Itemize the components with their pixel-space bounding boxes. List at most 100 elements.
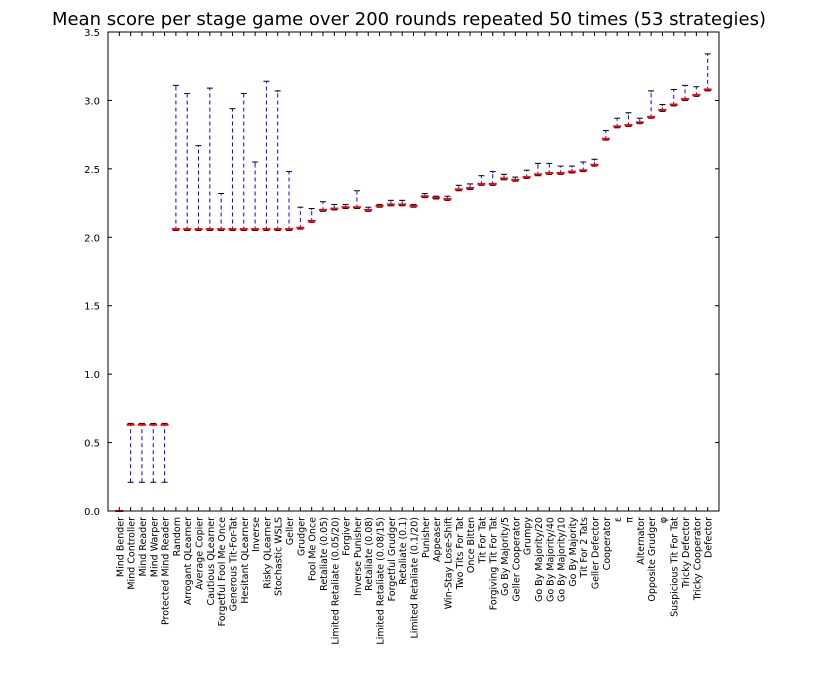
box-item — [590, 158, 599, 167]
box-item — [318, 201, 327, 212]
box-item — [262, 80, 271, 231]
box-item — [171, 84, 180, 231]
box-item — [251, 161, 260, 231]
x-tick-label: Win-Stay Lose-Shift — [443, 517, 454, 610]
x-tick-label: Grumpy — [523, 517, 534, 556]
box-item — [443, 195, 452, 201]
box-item — [194, 145, 203, 231]
box-item — [386, 199, 395, 207]
x-tick-label: Protected Mind Reader — [161, 517, 172, 625]
x-tick-label: Geller Cooperator — [511, 517, 522, 602]
box-item — [556, 165, 565, 175]
x-tick-label: Retaliate (0.05) — [319, 517, 330, 591]
x-tick-label: Forgiver — [342, 517, 353, 556]
box-item — [511, 176, 520, 182]
x-tick-label: Limited Retaliate (0.08/15) — [376, 517, 387, 645]
y-tick-label: 1.0 — [84, 370, 100, 381]
box-item — [579, 161, 588, 173]
box-item — [466, 183, 475, 190]
box-item — [341, 203, 350, 210]
x-tick-label: Random — [172, 517, 183, 556]
box-item — [500, 173, 509, 181]
x-tick-label: Appeaser — [432, 517, 443, 562]
x-tick-label: Arrogant QLearner — [183, 517, 194, 605]
x-tick-label: Inverse — [251, 517, 262, 552]
box-item — [364, 206, 373, 212]
box-item — [681, 84, 690, 101]
x-tick-label: Go By Majority/40 — [545, 517, 556, 602]
x-tick-label: Hesitant QLearner — [240, 517, 251, 604]
box-item — [217, 192, 226, 231]
box-item — [160, 422, 169, 483]
box-item — [330, 203, 339, 211]
box-item — [454, 184, 463, 192]
box-item — [228, 108, 237, 231]
x-tick-label: Cooperator — [602, 517, 613, 570]
x-tick-label: Tricky Defector — [681, 517, 692, 589]
box-item — [296, 206, 305, 230]
x-tick-label: Average Copier — [195, 517, 206, 590]
x-tick-label: Inverse Punisher — [353, 517, 364, 596]
box-item — [647, 90, 656, 119]
x-tick-label: Geller Defector — [591, 517, 602, 589]
x-tick-label: Forgiving Tit For Tat — [489, 517, 500, 610]
x-tick-label: π — [624, 517, 635, 523]
box-item — [533, 162, 542, 177]
y-tick-label: 2.5 — [84, 165, 100, 176]
box-item — [285, 171, 294, 231]
x-tick-label: Generous Tit-For-Tat — [228, 517, 239, 612]
box-item — [205, 87, 214, 231]
x-tick-label: Mind Bender — [115, 517, 126, 577]
box-item — [409, 203, 418, 208]
box-item — [658, 104, 667, 112]
x-tick-label: Opposite Grudger — [647, 517, 658, 602]
y-tick-label: 1.5 — [84, 302, 100, 313]
x-tick-label: Defector — [704, 517, 715, 558]
x-tick-label: Mind Warper — [149, 517, 160, 577]
box-item — [692, 86, 701, 97]
x-tick-label: Fool Me Once — [308, 517, 319, 581]
y-tick-label: 2.0 — [84, 233, 100, 244]
box-item — [239, 93, 248, 231]
x-tick-label: Limited Retaliate (0.05/20) — [330, 517, 341, 645]
y-tick-label: 0.5 — [84, 439, 100, 450]
y-tick-label: 3.0 — [84, 96, 100, 107]
x-tick-label: Tit For Tat — [477, 517, 488, 565]
box-item — [183, 93, 192, 231]
x-tick-label: Mind Controller — [127, 517, 138, 590]
y-tick-label: 3.5 — [84, 28, 100, 39]
x-tick-label: Tit For 2 Tats — [579, 517, 590, 579]
x-tick-label: Mind Reader — [138, 517, 149, 577]
box-item — [669, 88, 678, 107]
box-item — [398, 199, 407, 207]
x-tick-label: Alternator — [636, 517, 647, 565]
box-item — [635, 117, 644, 125]
plot-frame — [107, 31, 720, 512]
x-tick-label: Two Tits For Tat — [455, 517, 466, 591]
box-item — [522, 169, 531, 179]
y-axis: 0.0 0.5 1.0 1.5 2.0 2.5 3.0 3.5 — [84, 28, 719, 518]
box-item — [307, 208, 316, 223]
x-tick-label: Limited Retaliate (0.1/20) — [410, 517, 421, 639]
x-tick-label: Retaliate (0.08) — [364, 517, 375, 591]
x-tick-label: Retaliate (0.1) — [398, 517, 409, 585]
box-item — [703, 53, 712, 92]
x-tick-label: Cautious QLearner — [206, 517, 217, 606]
x-tick-label: Suspicious Tit For Tat — [670, 517, 681, 617]
x-tick-label: φ — [658, 517, 669, 523]
x-tick-label: Risky QLearner — [262, 517, 273, 589]
x-tick-label: Forgetful Grudger — [387, 517, 398, 601]
box-series — [115, 53, 712, 512]
x-axis: Mind Bender Mind Controller Mind Reader Min… — [115, 32, 715, 645]
x-tick-label: Grudger — [296, 517, 307, 556]
box-item — [488, 171, 497, 186]
box-item — [567, 165, 576, 174]
box-item — [601, 130, 610, 141]
box-item — [375, 203, 384, 208]
box-item — [420, 192, 429, 199]
x-tick-label: ε — [613, 517, 624, 522]
x-tick-label: Stochastic WSLS — [274, 517, 285, 596]
x-tick-label: Geller — [285, 517, 296, 545]
